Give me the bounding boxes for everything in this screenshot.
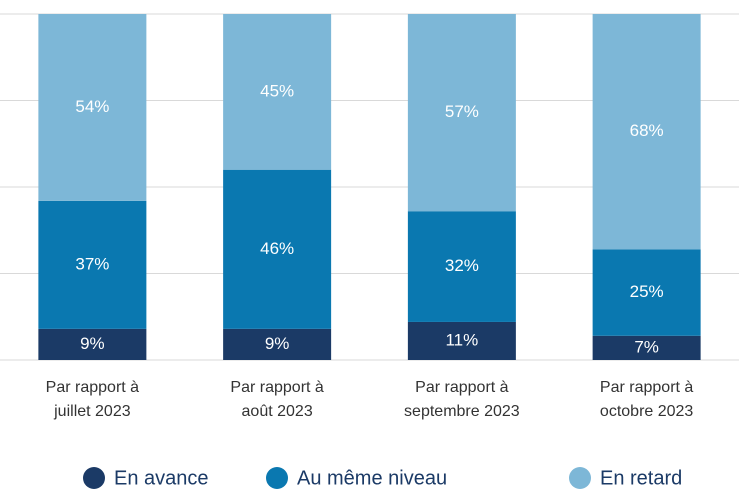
legend-swatch <box>266 467 288 489</box>
bar-segment <box>38 328 147 360</box>
value-label: 9% <box>265 334 290 353</box>
x-tick-label: septembre 2023 <box>404 403 520 420</box>
bar-segment <box>223 169 332 329</box>
x-tick-label: Par rapport à <box>46 379 139 396</box>
x-tick-label: Par rapport à <box>230 379 323 396</box>
legend-swatch <box>83 467 105 489</box>
value-label: 54% <box>75 97 109 116</box>
value-label: 57% <box>445 102 479 121</box>
value-label: 45% <box>260 81 294 100</box>
bar-segment <box>592 335 701 360</box>
x-tick-label: octobre 2023 <box>600 403 694 420</box>
x-tick-label: Par rapport à <box>600 379 693 396</box>
bar-segment <box>223 328 332 360</box>
bar-segment <box>592 14 701 250</box>
legend-label: En retard <box>600 467 682 489</box>
bar-segment <box>38 200 147 329</box>
value-label: 46% <box>260 239 294 258</box>
x-tick-label: août 2023 <box>242 403 313 420</box>
bar-segment <box>223 14 332 170</box>
value-label: 32% <box>445 256 479 275</box>
bar-segment <box>407 211 516 322</box>
bar-segment <box>407 321 516 360</box>
legend-label: En avance <box>114 467 209 489</box>
legend-label: Au même niveau <box>297 467 447 489</box>
bar-segment <box>407 14 516 212</box>
value-label: 25% <box>630 282 664 301</box>
x-tick-label: Par rapport à <box>415 379 508 396</box>
bar-segment <box>592 249 701 336</box>
value-label: 9% <box>80 334 105 353</box>
value-label: 68% <box>630 121 664 140</box>
value-label: 7% <box>634 337 659 356</box>
x-tick-label: juillet 2023 <box>53 403 131 420</box>
value-label: 11% <box>445 330 478 349</box>
legend-swatch <box>569 467 591 489</box>
bar-segment <box>38 14 147 201</box>
value-label: 37% <box>75 254 109 273</box>
